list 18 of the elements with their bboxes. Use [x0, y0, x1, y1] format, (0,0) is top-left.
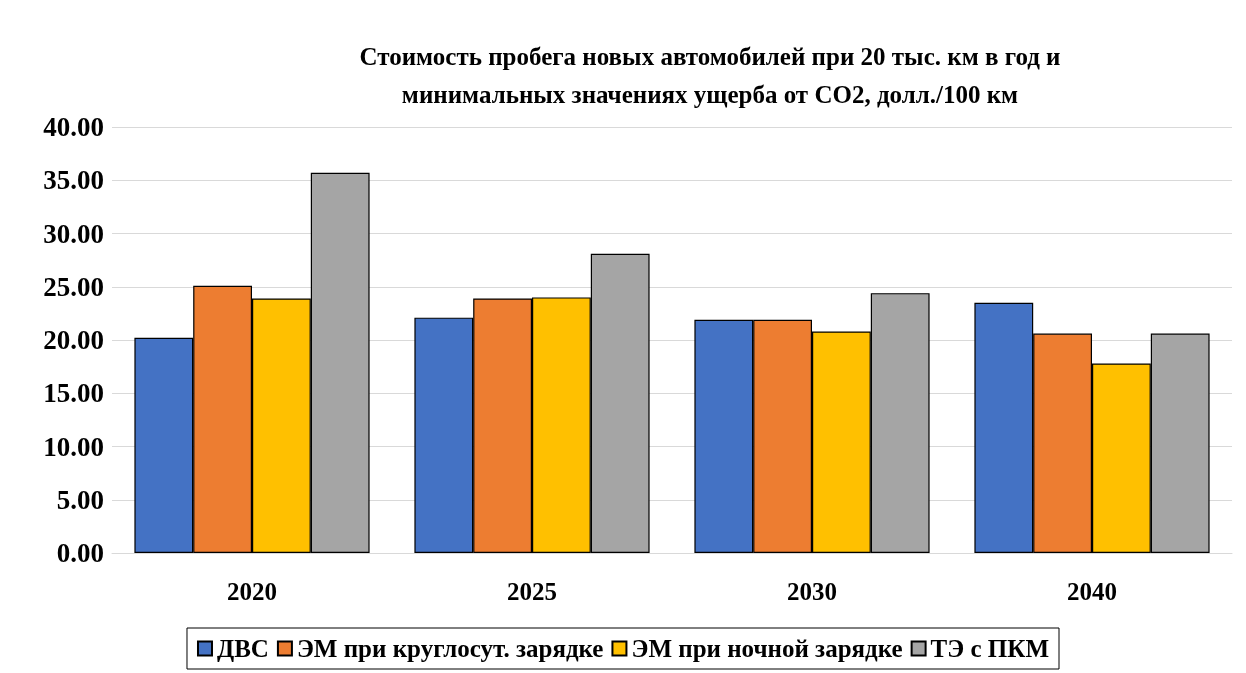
- legend-label: ЭМ при круглосут. зарядке: [296, 635, 604, 662]
- legend-label: ДВС: [216, 635, 269, 662]
- x-tick-label: 2025: [507, 578, 557, 605]
- chart-title: Стоимость пробега новых автомобилей при 20 тыс. км в год и минимальных значениях ущерба от CO2, долл./100 км: [359, 42, 1061, 108]
- x-tick-label: 2030: [787, 578, 837, 605]
- y-tick-label: 30.00: [43, 218, 104, 249]
- y-tick-label: 25.00: [43, 271, 104, 302]
- legend-label: ТЭ с ПКМ: [930, 635, 1050, 662]
- x-tick-label: 2020: [227, 578, 277, 605]
- y-tick-label: 15.00: [43, 378, 104, 409]
- legend-label: ЭМ при ночной зарядке: [631, 635, 903, 662]
- y-tick-label: 20.00: [43, 325, 104, 355]
- y-tick-label: 35.00: [43, 165, 104, 196]
- y-tick-label: 5.00: [56, 484, 104, 515]
- y-tick-label: 40.00: [43, 112, 104, 142]
- y-tick-label: 10.00: [43, 431, 104, 462]
- y-tick-label: 0.00: [56, 538, 104, 568]
- x-tick-label: 2040: [1067, 578, 1117, 605]
